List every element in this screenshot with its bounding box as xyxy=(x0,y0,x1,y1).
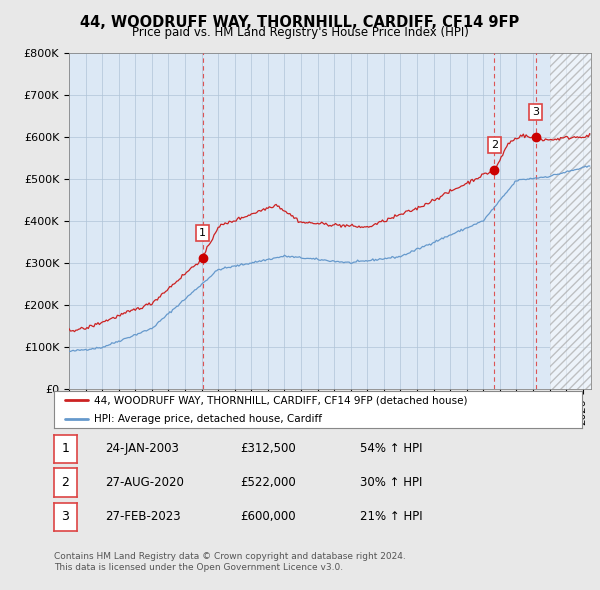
Text: 27-AUG-2020: 27-AUG-2020 xyxy=(105,476,184,489)
Text: 1: 1 xyxy=(199,228,206,238)
Text: 24-JAN-2003: 24-JAN-2003 xyxy=(105,442,179,455)
Text: £522,000: £522,000 xyxy=(240,476,296,489)
Bar xyxy=(550,53,591,389)
Text: 54% ↑ HPI: 54% ↑ HPI xyxy=(360,442,422,455)
Text: 2: 2 xyxy=(491,140,498,150)
Text: £600,000: £600,000 xyxy=(240,510,296,523)
Text: 3: 3 xyxy=(532,107,539,117)
Text: 3: 3 xyxy=(61,510,70,523)
Text: 1: 1 xyxy=(61,442,70,455)
Text: 27-FEB-2023: 27-FEB-2023 xyxy=(105,510,181,523)
Text: 2: 2 xyxy=(61,476,70,489)
Text: Contains HM Land Registry data © Crown copyright and database right 2024.
This d: Contains HM Land Registry data © Crown c… xyxy=(54,552,406,572)
Text: 44, WOODRUFF WAY, THORNHILL, CARDIFF, CF14 9FP (detached house): 44, WOODRUFF WAY, THORNHILL, CARDIFF, CF… xyxy=(94,395,467,405)
Text: 21% ↑ HPI: 21% ↑ HPI xyxy=(360,510,422,523)
Text: HPI: Average price, detached house, Cardiff: HPI: Average price, detached house, Card… xyxy=(94,414,322,424)
Text: £312,500: £312,500 xyxy=(240,442,296,455)
Text: 30% ↑ HPI: 30% ↑ HPI xyxy=(360,476,422,489)
Bar xyxy=(550,53,591,389)
Text: Price paid vs. HM Land Registry's House Price Index (HPI): Price paid vs. HM Land Registry's House … xyxy=(131,26,469,39)
Text: 44, WOODRUFF WAY, THORNHILL, CARDIFF, CF14 9FP: 44, WOODRUFF WAY, THORNHILL, CARDIFF, CF… xyxy=(80,15,520,30)
